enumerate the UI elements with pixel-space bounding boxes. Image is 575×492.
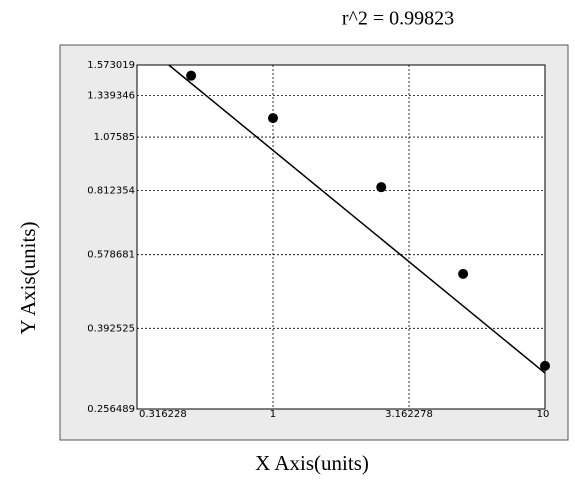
- plot-area: [136, 64, 546, 410]
- y-tick-label: 0.578681: [87, 250, 135, 261]
- data-point: [186, 70, 197, 81]
- data-point: [540, 360, 550, 371]
- fit-line: [168, 64, 546, 374]
- x-tick-label: 10: [537, 409, 550, 420]
- y-axis-label: Y Axis(units): [16, 222, 40, 335]
- data-point: [267, 113, 278, 124]
- chart-title: r^2 = 0.99823: [342, 8, 454, 30]
- data-point: [376, 182, 387, 193]
- x-tick-label: 1: [270, 409, 276, 420]
- y-tick-label: 1.573019: [87, 60, 135, 71]
- x-tick-label: 0.316228: [139, 409, 187, 420]
- y-tick-label: 0.392525: [87, 323, 135, 334]
- data-point: [458, 268, 469, 279]
- y-tick-label: 1.339346: [87, 91, 135, 102]
- y-tick-label: 1.07585: [94, 132, 135, 143]
- x-tick-label: 3.162278: [385, 409, 433, 420]
- y-tick-label: 0.812354: [87, 185, 135, 196]
- y-tick-label: 0.256489: [87, 404, 135, 415]
- x-axis-label: X Axis(units): [255, 451, 369, 475]
